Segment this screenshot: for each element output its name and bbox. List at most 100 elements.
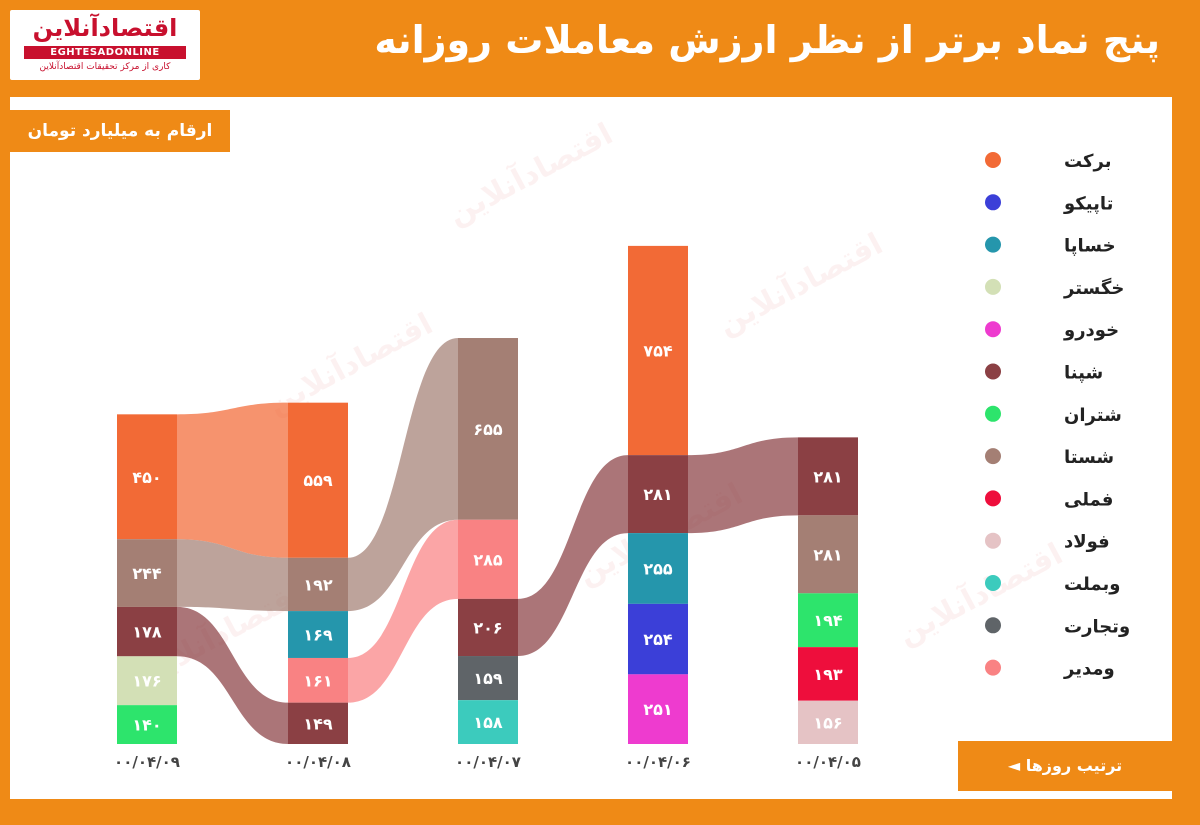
bar-value-label: ۱۹۴ bbox=[813, 611, 843, 630]
legend-swatch bbox=[985, 152, 1001, 168]
legend-swatch bbox=[985, 575, 1001, 591]
legend: برکت تاپیکو خساپا خگستر خودرو شپنا شتران شستا فم… bbox=[985, 151, 1130, 680]
units-label: ارقام به میلیارد تومان bbox=[10, 110, 230, 152]
bar-value-label: ۲۵۴ bbox=[643, 630, 673, 649]
days-order-label: ترتیب روزها ◄ bbox=[958, 741, 1172, 791]
bar-segment bbox=[117, 656, 177, 706]
legend-swatch bbox=[985, 194, 1001, 211]
legend-label: تاپیکو bbox=[1063, 193, 1113, 214]
legend-label: شپنا bbox=[1064, 363, 1103, 384]
bar-value-label: ۱۵۸ bbox=[473, 713, 503, 732]
brand-name: اقتصادآنلاین bbox=[32, 14, 178, 42]
bar-value-label: ۲۰۶ bbox=[473, 618, 502, 637]
flow-link bbox=[518, 455, 628, 657]
bar-value-label: ۱۵۶ bbox=[813, 713, 842, 732]
legend-swatch bbox=[985, 490, 1001, 507]
legend-label: فولاد bbox=[1064, 532, 1110, 553]
bar-segment bbox=[458, 598, 518, 657]
bar-segment bbox=[288, 657, 348, 703]
x-tick-label: ۰۰/۰۴/۰۸ bbox=[285, 753, 351, 771]
bar-segment bbox=[288, 611, 348, 658]
legend-swatch bbox=[985, 617, 1001, 634]
bar-value-label: ۵۵۹ bbox=[303, 471, 333, 490]
bar-segment bbox=[288, 702, 348, 744]
bar-value-label: ۱۴۹ bbox=[303, 714, 333, 733]
legend-swatch bbox=[985, 659, 1001, 676]
bar-segment bbox=[628, 455, 688, 534]
legend-swatch bbox=[985, 278, 1001, 295]
bar-value-label: ۲۴۴ bbox=[132, 564, 162, 583]
page-title: پنج نماد برتر از نظر ارزش معاملات روزانه bbox=[374, 18, 1160, 62]
bar-segment bbox=[288, 402, 348, 558]
x-tick-label: ۰۰/۰۴/۰۷ bbox=[455, 753, 521, 771]
bar-value-label: ۱۷۶ bbox=[132, 672, 161, 691]
legend-label: خگستر bbox=[1063, 277, 1124, 299]
bar-segment bbox=[798, 700, 858, 744]
bar-value-label: ۶۵۵ bbox=[473, 420, 503, 439]
bar-segment bbox=[628, 533, 688, 604]
bar-segment bbox=[628, 674, 688, 744]
flow-links bbox=[177, 338, 798, 744]
flow-link bbox=[177, 539, 288, 612]
legend-label: وتجارت bbox=[1064, 616, 1130, 637]
bar-value-label: ۲۵۱ bbox=[643, 700, 672, 719]
bar-segment bbox=[798, 437, 858, 516]
labels: ۴۵۰ ۲۴۴ ۱۷۸ ۱۷۶ ۱۴۰ ۰۰/۰۴/۰۹ ۵۵۹ ۱۹۲ ۱۶۹ ۱۶۱ ۱۴۹ ۰۰… bbox=[114, 342, 861, 771]
legend-swatch bbox=[985, 405, 1001, 422]
bar-value-label: ۱۹۲ bbox=[303, 575, 333, 594]
bar-segment bbox=[288, 557, 348, 612]
bar-value-label: ۴۵۰ bbox=[132, 468, 161, 487]
bar-value-label: ۲۵۵ bbox=[643, 559, 673, 578]
bar-segment bbox=[798, 515, 858, 594]
bar-value-label: ۲۸۱ bbox=[643, 485, 672, 504]
bar-value-label: ۱۴۰ bbox=[132, 716, 161, 735]
bar-value-label: ۷۵۴ bbox=[643, 342, 673, 361]
bar-value-label: ۲۸۱ bbox=[813, 545, 842, 564]
bar-segment bbox=[458, 338, 518, 520]
bar-segment bbox=[458, 519, 518, 599]
legend-label: فملی bbox=[1064, 489, 1113, 510]
bar-value-label: ۱۶۱ bbox=[303, 671, 332, 690]
bar-value-label: ۱۹۳ bbox=[813, 665, 843, 684]
bar-segment bbox=[458, 700, 518, 744]
flow-link bbox=[688, 437, 798, 534]
bar-segment bbox=[117, 606, 177, 657]
flow-link bbox=[177, 606, 288, 744]
bar-value-label: ۱۶۹ bbox=[303, 626, 333, 645]
legend-label: برکت bbox=[1064, 151, 1111, 172]
bar-segment bbox=[458, 656, 518, 701]
legend-swatch bbox=[985, 448, 1001, 465]
flow-link bbox=[348, 338, 458, 612]
bar-segment bbox=[117, 539, 177, 607]
x-tick-label: ۰۰/۰۴/۰۹ bbox=[114, 753, 180, 771]
legend-label: خودرو bbox=[1063, 320, 1119, 341]
x-tick-label: ۰۰/۰۴/۰۵ bbox=[795, 753, 861, 771]
bar-segment bbox=[798, 647, 858, 701]
bar-segment bbox=[117, 414, 177, 540]
legend-label: ومدیر bbox=[1063, 659, 1115, 680]
x-tick-label: ۰۰/۰۴/۰۶ bbox=[625, 753, 691, 771]
brand-tagline: کاری از مرکز تحقیقات اقتصادآنلاین bbox=[39, 62, 171, 72]
legend-swatch bbox=[985, 321, 1001, 338]
bar-value-label: ۲۸۱ bbox=[813, 467, 842, 486]
bar-segments bbox=[117, 245, 858, 744]
brand-logo: اقتصادآنلاین EGHTESADONLINE کاری از مرکز… bbox=[10, 10, 200, 80]
bar-value-label: ۱۵۹ bbox=[473, 669, 503, 688]
flow-link bbox=[177, 402, 288, 558]
legend-swatch bbox=[985, 363, 1001, 380]
legend-swatch bbox=[985, 236, 1001, 253]
bar-value-label: ۲۸۵ bbox=[473, 550, 503, 569]
bar-segment bbox=[628, 245, 688, 456]
flow-link bbox=[348, 519, 458, 703]
bar-segment bbox=[798, 593, 858, 648]
bar-value-label: ۱۷۸ bbox=[132, 623, 162, 642]
bar-segment bbox=[628, 603, 688, 675]
legend-label: خساپا bbox=[1064, 236, 1116, 257]
legend-label: شتران bbox=[1064, 405, 1122, 426]
legend-label: وبملت bbox=[1064, 574, 1120, 595]
legend-label: شستا bbox=[1064, 447, 1114, 468]
brand-latin-name: EGHTESADONLINE bbox=[24, 46, 186, 59]
bar-segment bbox=[117, 705, 177, 744]
